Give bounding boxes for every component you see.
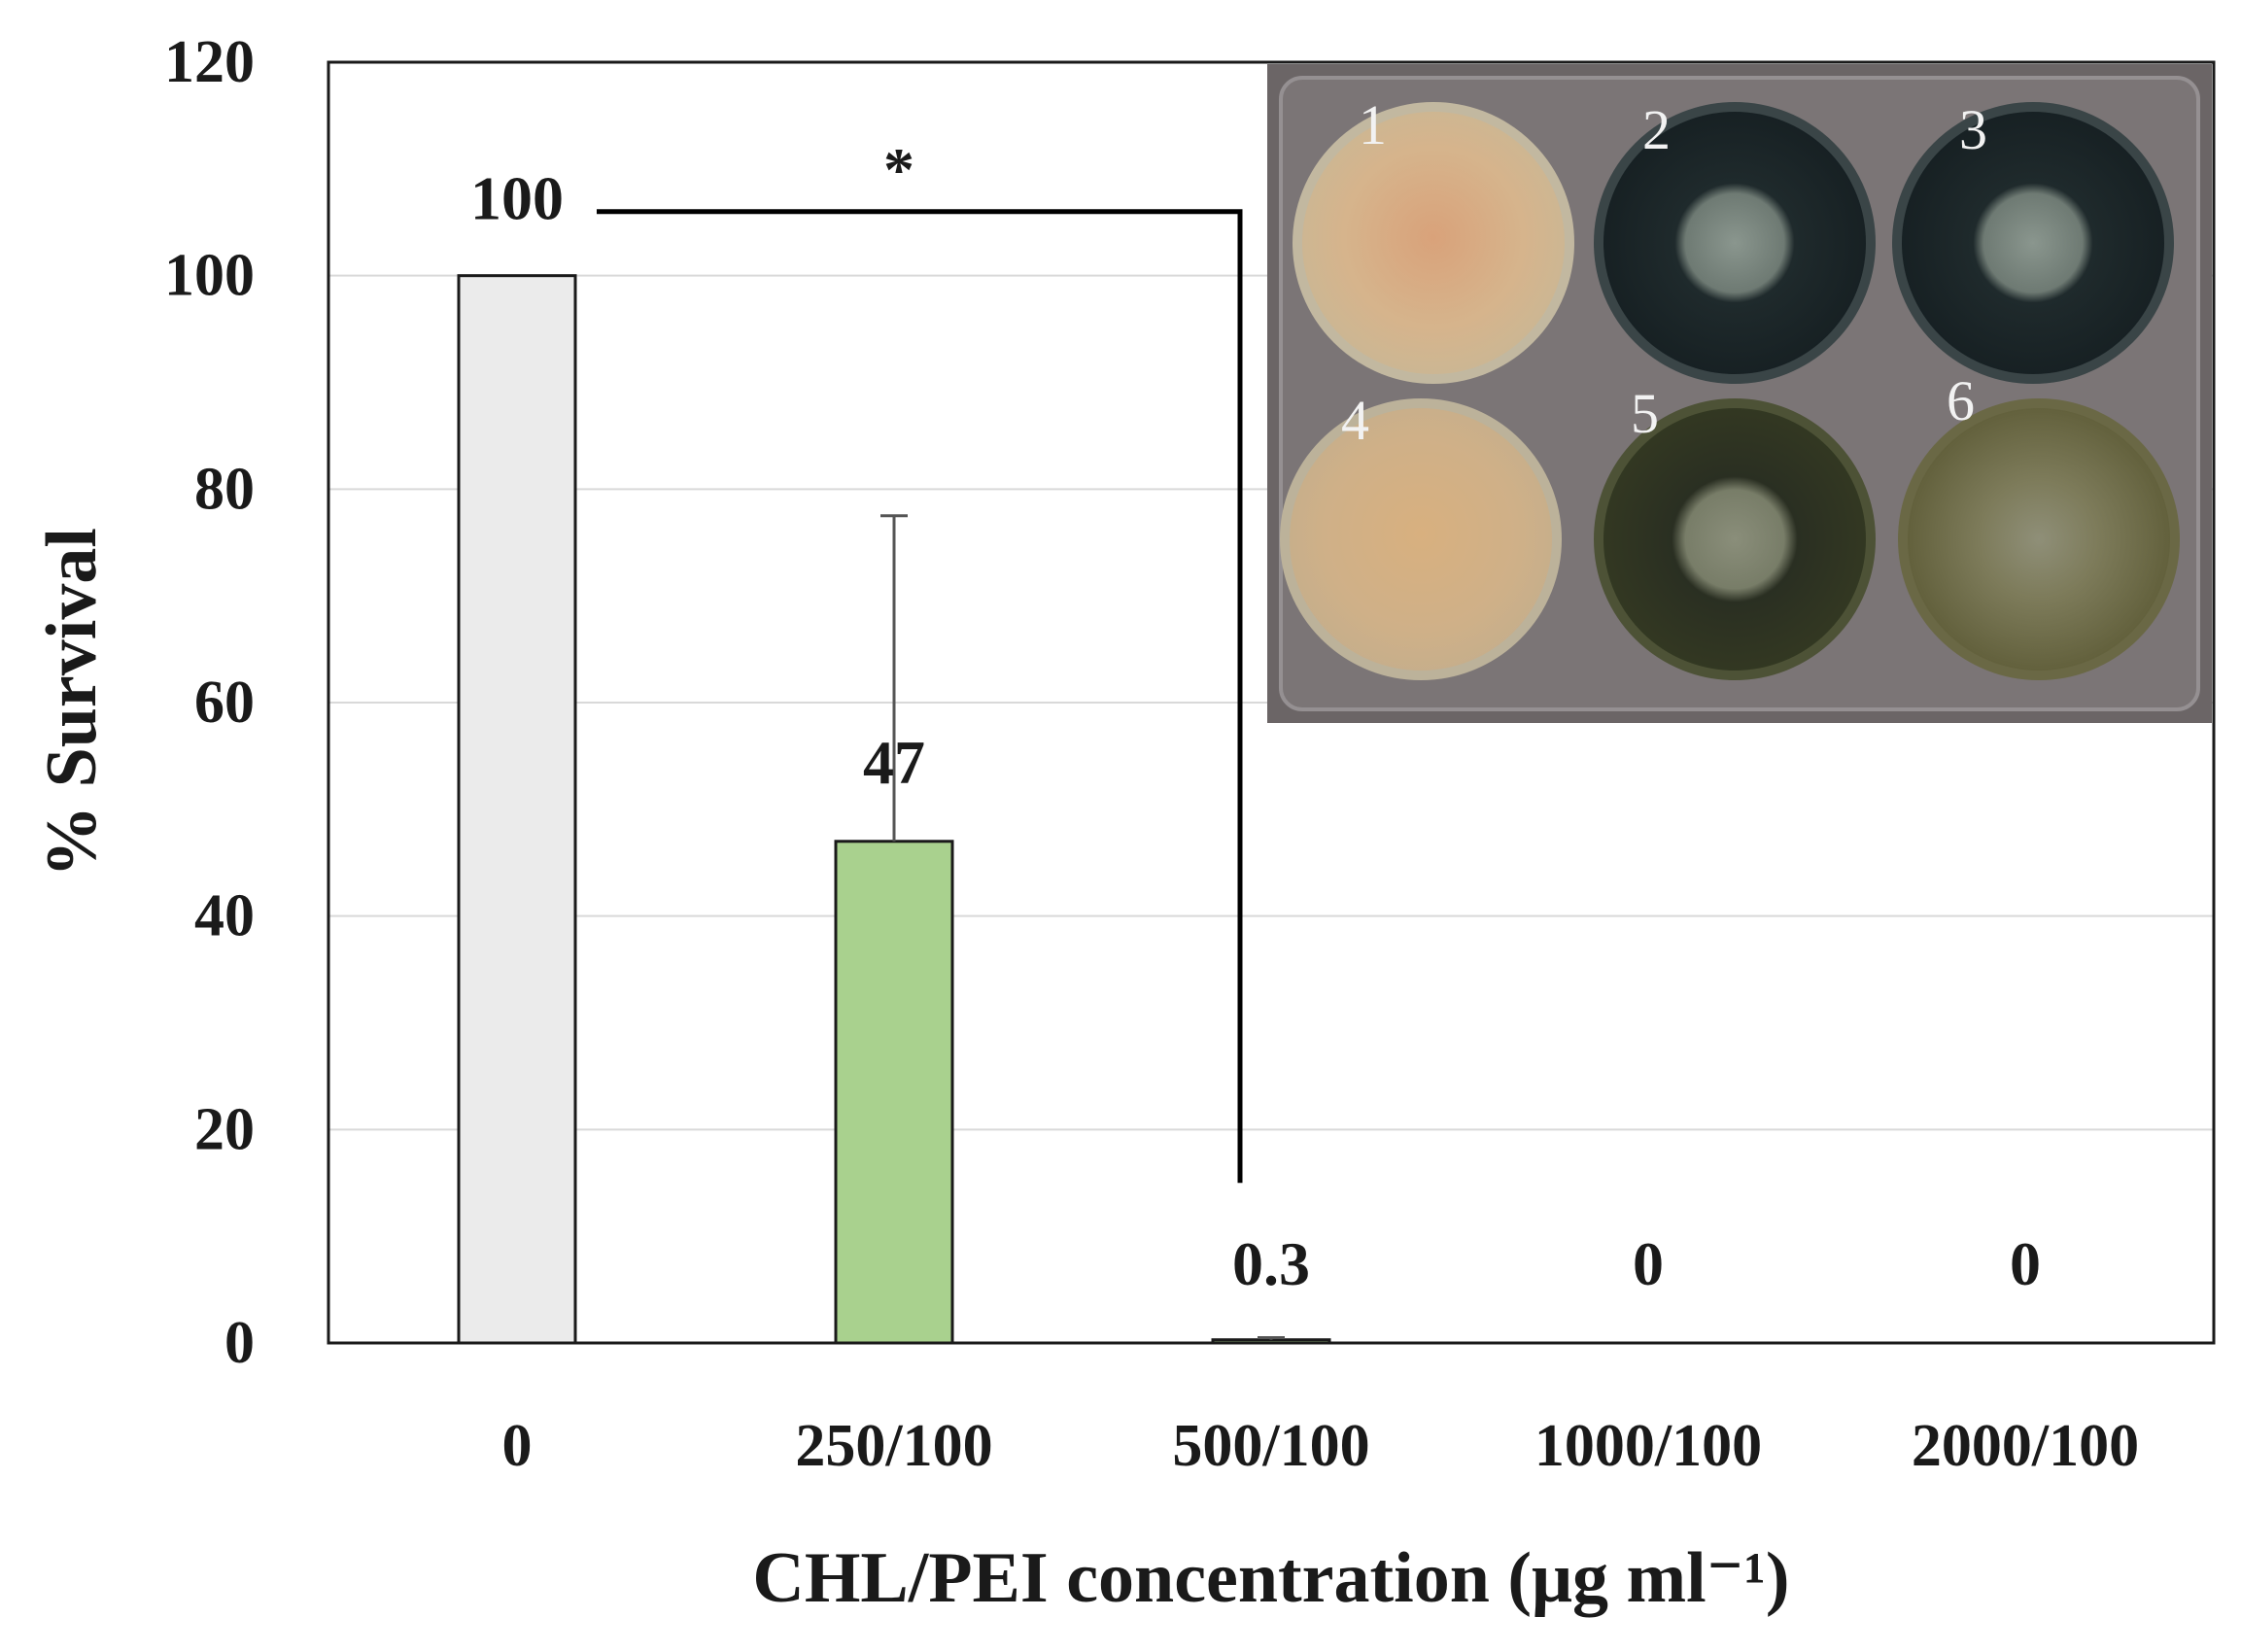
well-number-4: 4 bbox=[1341, 389, 1369, 452]
y-axis-title: % Survival bbox=[32, 528, 112, 878]
data-label-250-100: 47 bbox=[863, 728, 925, 797]
data-label-2000-100: 0 bbox=[2010, 1229, 2041, 1298]
well-4 bbox=[1280, 398, 1562, 680]
well-number-6: 6 bbox=[1947, 369, 1975, 432]
x-axis-title: CHL/PEI concentration (μg ml⁻¹) bbox=[752, 1538, 1789, 1618]
significance-asterisk: * bbox=[883, 135, 914, 204]
well-number-2: 2 bbox=[1642, 98, 1671, 161]
x-tick-label-0: 0 bbox=[502, 1413, 533, 1479]
data-label-1000-100: 0 bbox=[1633, 1229, 1664, 1298]
well-5 bbox=[1594, 398, 1876, 680]
data-labels: 100 47 0.3 0 0 bbox=[470, 164, 2041, 1298]
x-tick-label-250-100: 250/100 bbox=[795, 1413, 992, 1479]
bar-250-100 bbox=[834, 840, 954, 1345]
y-tick-label-120: 120 bbox=[164, 29, 255, 95]
significance-line bbox=[597, 209, 1243, 1184]
x-tick-label-500-100: 500/100 bbox=[1172, 1413, 1369, 1479]
well-number-5: 5 bbox=[1631, 382, 1659, 445]
error-bars bbox=[880, 514, 1285, 1340]
x-axis-ticks: 0 250/100 500/100 1000/100 2000/100 bbox=[502, 1413, 2140, 1479]
data-label-500-100: 0.3 bbox=[1232, 1229, 1310, 1298]
error-bar-250-100 bbox=[880, 514, 908, 842]
y-tick-label-100: 100 bbox=[164, 243, 255, 309]
well-6 bbox=[1898, 398, 2180, 680]
y-tick-label-60: 60 bbox=[194, 670, 255, 736]
significance-bracket: * bbox=[597, 135, 1243, 1184]
well-plate-photo: 1 2 3 4 5 6 bbox=[1267, 64, 2212, 723]
well-3 bbox=[1892, 102, 2174, 384]
well-number-3: 3 bbox=[1959, 98, 1987, 161]
x-tick-label-1000-100: 1000/100 bbox=[1534, 1413, 1762, 1479]
well-number-1: 1 bbox=[1359, 93, 1387, 156]
y-tick-label-0: 0 bbox=[224, 1310, 255, 1376]
y-axis-ticks: 0 20 40 60 80 100 120 bbox=[164, 29, 255, 1376]
bar-0 bbox=[457, 274, 577, 1345]
error-bar-500-100 bbox=[1258, 1336, 1285, 1340]
x-tick-label-2000-100: 2000/100 bbox=[1912, 1413, 2139, 1479]
y-tick-label-40: 40 bbox=[194, 883, 255, 949]
data-label-0: 100 bbox=[470, 164, 564, 233]
well-1 bbox=[1293, 102, 1574, 384]
bar-500-100 bbox=[1211, 1338, 1331, 1345]
y-tick-label-80: 80 bbox=[194, 456, 255, 522]
bars bbox=[457, 274, 1331, 1345]
y-tick-label-20: 20 bbox=[194, 1096, 255, 1162]
well-2 bbox=[1594, 102, 1876, 384]
